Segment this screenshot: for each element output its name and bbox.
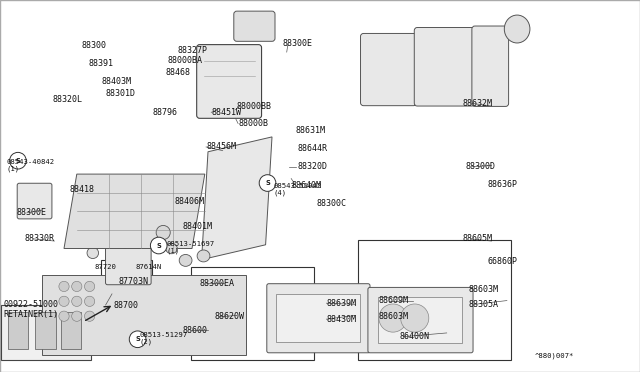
Circle shape <box>72 311 82 321</box>
Ellipse shape <box>119 235 131 248</box>
Text: S: S <box>15 158 20 164</box>
Text: 88330R: 88330R <box>24 234 54 243</box>
FancyBboxPatch shape <box>360 33 417 106</box>
Circle shape <box>59 281 69 292</box>
Text: 87720: 87720 <box>95 264 116 270</box>
Circle shape <box>150 237 167 254</box>
Text: 88609M: 88609M <box>379 296 409 305</box>
Text: 88406M: 88406M <box>174 197 204 206</box>
Ellipse shape <box>504 15 530 43</box>
Text: 88300: 88300 <box>82 41 107 50</box>
Text: 88000BA: 88000BA <box>168 56 203 65</box>
Ellipse shape <box>179 254 192 266</box>
Bar <box>358 240 511 360</box>
FancyBboxPatch shape <box>106 219 151 285</box>
Ellipse shape <box>87 247 99 259</box>
Text: 88401M: 88401M <box>182 222 212 231</box>
FancyBboxPatch shape <box>414 28 475 106</box>
Polygon shape <box>202 137 272 260</box>
Text: 88631M: 88631M <box>296 126 326 135</box>
Text: 88301D: 88301D <box>106 89 136 98</box>
Text: 88603M: 88603M <box>379 312 409 321</box>
Text: 88300C: 88300C <box>317 199 347 208</box>
Text: 88300E: 88300E <box>283 39 313 48</box>
Text: 88456M: 88456M <box>206 142 236 151</box>
Text: 66860P: 66860P <box>488 257 518 266</box>
Bar <box>61 312 81 349</box>
Text: S: S <box>135 336 140 342</box>
Text: 88320D: 88320D <box>298 162 328 171</box>
Circle shape <box>84 281 95 292</box>
Text: 88700: 88700 <box>114 301 139 310</box>
Text: S: S <box>156 243 161 248</box>
Text: 88391: 88391 <box>88 59 113 68</box>
Text: 88636P: 88636P <box>488 180 518 189</box>
FancyBboxPatch shape <box>17 183 52 219</box>
Bar <box>276 294 360 342</box>
Text: 88300D: 88300D <box>466 162 496 171</box>
Text: ^880)007*: ^880)007* <box>534 352 574 359</box>
Ellipse shape <box>129 225 140 236</box>
Text: 08543-40842
(1): 08543-40842 (1) <box>6 159 54 172</box>
Circle shape <box>72 296 82 307</box>
Text: 88605M: 88605M <box>462 234 492 243</box>
Bar <box>1 305 91 360</box>
Bar <box>8 312 28 349</box>
FancyBboxPatch shape <box>196 45 262 118</box>
Circle shape <box>10 153 26 169</box>
Text: 88632M: 88632M <box>462 99 492 108</box>
Text: 08513-51697
(1): 08513-51697 (1) <box>166 241 214 254</box>
Text: 88600: 88600 <box>182 326 207 335</box>
FancyBboxPatch shape <box>472 26 509 106</box>
Circle shape <box>129 331 146 347</box>
Circle shape <box>379 304 407 332</box>
Text: 88451W: 88451W <box>211 108 241 117</box>
Ellipse shape <box>166 243 177 254</box>
Bar <box>42 275 246 355</box>
Text: 88620W: 88620W <box>214 312 244 321</box>
Circle shape <box>84 296 95 307</box>
Bar <box>378 297 462 343</box>
Text: 88640M: 88640M <box>291 181 321 190</box>
FancyBboxPatch shape <box>267 284 370 353</box>
Text: 88305A: 88305A <box>468 300 499 309</box>
Text: 86400N: 86400N <box>400 332 430 341</box>
Circle shape <box>72 281 82 292</box>
Text: 88644R: 88644R <box>298 144 328 153</box>
Text: S: S <box>265 180 270 186</box>
Text: 88796: 88796 <box>152 108 177 117</box>
Circle shape <box>59 296 69 307</box>
Circle shape <box>259 175 276 191</box>
Text: 88418: 88418 <box>69 185 94 194</box>
Text: 87614N: 87614N <box>136 264 162 270</box>
Ellipse shape <box>197 250 210 262</box>
FancyBboxPatch shape <box>368 288 473 353</box>
Circle shape <box>84 311 95 321</box>
Text: 08513-51297
(2): 08513-51297 (2) <box>140 332 188 345</box>
Text: 88000B: 88000B <box>238 119 268 128</box>
Text: 08543-51042
(4): 08543-51042 (4) <box>274 183 322 196</box>
Bar <box>101 260 152 294</box>
Text: 88403M: 88403M <box>101 77 131 86</box>
Ellipse shape <box>156 225 170 240</box>
Circle shape <box>59 311 69 321</box>
Text: 88320L: 88320L <box>52 95 83 104</box>
FancyBboxPatch shape <box>234 11 275 41</box>
Text: 88000BB: 88000BB <box>237 102 272 110</box>
Text: 88468: 88468 <box>165 68 190 77</box>
Text: 88430M: 88430M <box>326 315 356 324</box>
Polygon shape <box>64 174 205 248</box>
Text: 00922-51000
RETAINER(1): 00922-51000 RETAINER(1) <box>3 300 58 319</box>
Text: 88603M: 88603M <box>468 285 499 294</box>
Circle shape <box>401 304 429 332</box>
Bar <box>191 267 314 360</box>
Text: 88300E: 88300E <box>16 208 46 217</box>
Text: 88639M: 88639M <box>326 299 356 308</box>
Bar <box>35 312 56 349</box>
Text: 87703N: 87703N <box>118 278 148 286</box>
Text: 88300EA: 88300EA <box>200 279 235 288</box>
Text: 88327P: 88327P <box>178 46 208 55</box>
